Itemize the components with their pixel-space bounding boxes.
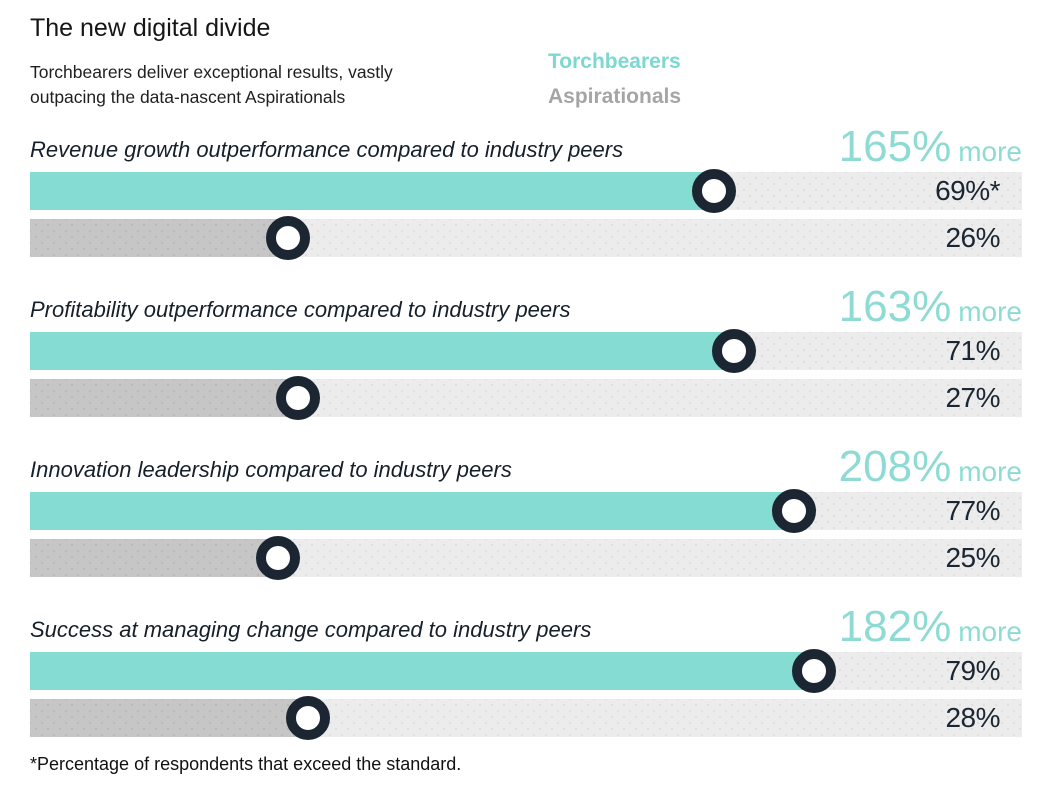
uplift-callout: 182% more <box>839 603 1022 651</box>
torchbearers-bar-track: 69%* <box>30 169 1022 213</box>
chart-legend: Torchbearers Aspirationals <box>548 44 681 114</box>
torchbearers-value-label: 77% <box>945 495 1000 526</box>
torchbearers-value-label: 79% <box>945 655 1000 686</box>
uplift-suffix: more <box>958 616 1022 647</box>
uplift-value: 163% <box>838 282 952 331</box>
aspirationals-value-label: 26% <box>945 222 1000 253</box>
aspirationals-bar-fill <box>30 699 308 737</box>
aspirationals-value-label: 27% <box>945 382 1000 413</box>
chart-footnote: *Percentage of respondents that exceed t… <box>30 754 462 774</box>
torchbearers-point-marker <box>692 169 737 213</box>
torchbearers-bar-track: 77% <box>30 489 1022 533</box>
torchbearers-value-label: 71% <box>945 335 1000 366</box>
aspirationals-bar-track: 27% <box>30 376 1022 420</box>
torchbearers-point-marker <box>771 489 816 533</box>
aspirationals-bar-track: 26% <box>30 216 1022 260</box>
aspirationals-bar-fill <box>30 219 288 257</box>
uplift-callout: 165% more <box>839 123 1022 171</box>
aspirationals-value-label: 25% <box>945 542 1000 573</box>
aspirationals-point-marker <box>265 216 310 260</box>
torchbearers-point-marker <box>712 329 757 373</box>
metric-section-innovation: Innovation leadership compared to indust… <box>30 443 1022 580</box>
torchbearers-bar-track: 79% <box>30 649 1022 693</box>
torchbearers-point-marker <box>791 649 836 693</box>
chart-subtitle-line-1: Torchbearers deliver exceptional results… <box>30 62 393 82</box>
uplift-value: 182% <box>838 602 952 651</box>
metric-section-managing-change: Success at managing change compared to i… <box>30 603 1022 740</box>
uplift-value: 208% <box>838 442 952 491</box>
aspirationals-point-marker <box>256 536 300 580</box>
torchbearers-value-label: 69%* <box>935 175 1000 206</box>
torchbearers-bar-track: 71% <box>30 329 1022 373</box>
torchbearers-bar-fill <box>30 172 715 210</box>
metric-label: Innovation leadership compared to indust… <box>30 457 512 482</box>
aspirationals-value-label: 28% <box>945 702 1000 733</box>
metric-section-revenue-growth: Revenue growth outperformance compared t… <box>30 123 1022 260</box>
aspirationals-bar-track: 28% <box>30 696 1022 740</box>
uplift-value: 165% <box>838 122 952 171</box>
uplift-suffix: more <box>958 296 1022 327</box>
legend-aspirationals-label: Aspirationals <box>548 85 682 108</box>
uplift-suffix: more <box>958 136 1022 167</box>
metric-label: Success at managing change compared to i… <box>30 617 592 642</box>
torchbearers-bar-fill <box>30 652 814 690</box>
uplift-suffix: more <box>958 456 1022 487</box>
aspirationals-bar-fill <box>30 539 278 577</box>
chart-subtitle: Torchbearers deliver exceptional results… <box>30 60 393 110</box>
metric-label: Revenue growth outperformance compared t… <box>30 137 624 162</box>
uplift-callout: 163% more <box>839 283 1022 331</box>
aspirationals-bar-fill <box>30 379 298 417</box>
chart-subtitle-line-2: outpacing the data-nascent Aspirationals <box>30 87 346 107</box>
aspirationals-point-marker <box>275 376 320 420</box>
torchbearers-bar-fill <box>30 492 794 530</box>
aspirationals-bar-track: 25% <box>30 536 1022 580</box>
page-title: The new digital divide <box>30 14 271 42</box>
torchbearers-bar-fill <box>30 332 735 370</box>
uplift-callout: 208% more <box>839 443 1022 491</box>
metric-label: Profitability outperformance compared to… <box>30 297 571 322</box>
legend-torchbearers-label: Torchbearers <box>548 50 681 73</box>
aspirationals-point-marker <box>285 696 330 740</box>
metric-section-profitability: Profitability outperformance compared to… <box>30 283 1022 420</box>
